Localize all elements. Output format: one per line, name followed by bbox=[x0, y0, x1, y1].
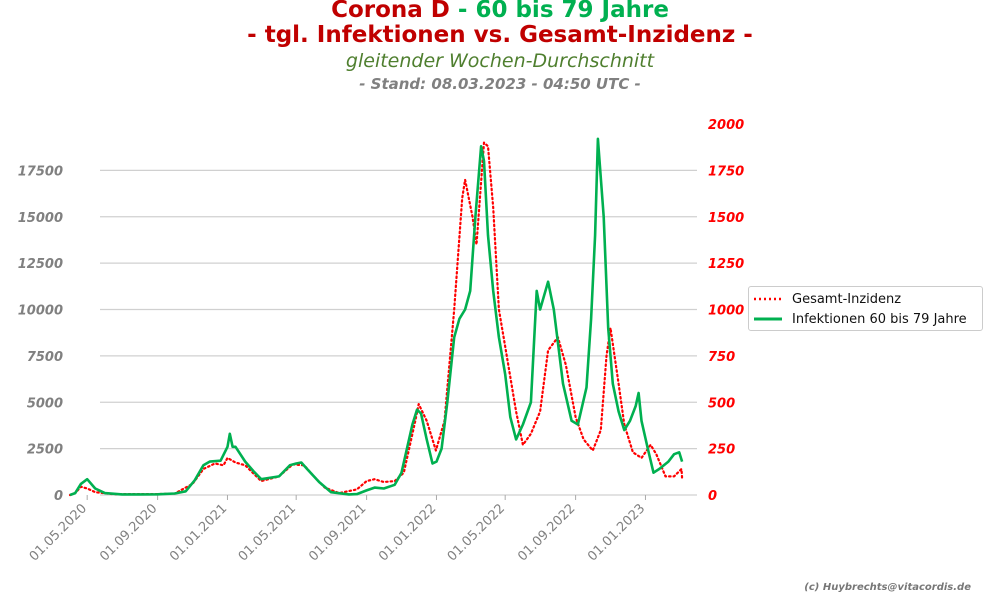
left-y-tick-label: 12500 bbox=[18, 257, 63, 272]
x-tick-label: 01.05.2021 bbox=[236, 501, 299, 564]
right-y-tick-label: 1750 bbox=[708, 164, 744, 179]
series-line-infektionen-60-79 bbox=[69, 137, 684, 497]
legend-item-infektionen: Infektionen 60 bis 79 Jahre bbox=[754, 310, 967, 328]
right-y-tick-label: 1000 bbox=[708, 304, 744, 319]
left-y-axis: 0 2500 5000 7500 10000 12500 15000 17500 bbox=[18, 164, 63, 504]
right-y-tick-label: 1250 bbox=[708, 257, 744, 272]
chart-subtitle: - tgl. Infektionen vs. Gesamt-Inzidenz - bbox=[247, 22, 753, 48]
left-y-tick-label: 15000 bbox=[18, 211, 63, 226]
legend-label-inzidenz: Gesamt-Inzidenz bbox=[792, 291, 902, 307]
x-tick-label: 01.05.2020 bbox=[27, 501, 90, 564]
right-y-tick-label: 500 bbox=[708, 396, 735, 411]
x-tick-label: 01.09.2021 bbox=[306, 501, 369, 564]
right-y-tick-label: 750 bbox=[708, 350, 735, 365]
legend-dotted-red-swatch bbox=[754, 297, 782, 301]
legend-item-inzidenz: Gesamt-Inzidenz bbox=[754, 290, 901, 308]
credit-text: (c) Huybrechts@vitacordis.de bbox=[804, 582, 971, 593]
x-tick-label: 01.05.2022 bbox=[445, 501, 508, 564]
x-tick-label: 01.09.2022 bbox=[515, 501, 578, 564]
right-y-tick-label: 2000 bbox=[708, 118, 744, 133]
x-tick-label: 01.09.2020 bbox=[97, 501, 160, 564]
left-y-tick-label: 10000 bbox=[18, 304, 63, 319]
series-lines bbox=[68, 137, 684, 497]
right-y-axis: 0 250 500 750 1000 1250 1500 1750 2000 bbox=[708, 118, 744, 504]
x-tick-label: 01.01.2023 bbox=[585, 501, 648, 564]
chart-title: Corona D - 60 bis 79 Jahre bbox=[0, 0, 1000, 23]
legend-label-infektionen: Infektionen 60 bis 79 Jahre bbox=[792, 311, 967, 327]
chart-subtitle-moving-average: gleitender Wochen-Durchschnitt bbox=[345, 50, 655, 72]
legend-solid-green-swatch bbox=[754, 317, 782, 321]
right-y-tick-label: 250 bbox=[708, 443, 735, 458]
left-y-tick-label: 2500 bbox=[27, 443, 63, 458]
right-y-tick-label: 1500 bbox=[708, 211, 744, 226]
legend: Gesamt-Inzidenz Infektionen 60 bis 79 Ja… bbox=[748, 286, 983, 331]
x-tick-label: 01.01.2021 bbox=[167, 501, 230, 564]
x-tick-label: 01.01.2022 bbox=[376, 501, 439, 564]
left-y-tick-label: 17500 bbox=[18, 164, 63, 179]
title-part-country: Corona D bbox=[331, 0, 450, 23]
left-y-tick-label: 5000 bbox=[27, 396, 63, 411]
left-y-tick-label: 0 bbox=[54, 489, 63, 504]
left-y-tick-label: 7500 bbox=[27, 350, 63, 365]
title-part-agegroup: - 60 bis 79 Jahre bbox=[449, 0, 669, 23]
right-y-tick-label: 0 bbox=[708, 489, 717, 504]
x-axis: 01.05.2020 01.09.2020 01.01.2021 01.05.2021… bbox=[27, 495, 648, 564]
chart-stand-date: - Stand: 08.03.2023 - 04:50 UTC - bbox=[359, 75, 641, 93]
